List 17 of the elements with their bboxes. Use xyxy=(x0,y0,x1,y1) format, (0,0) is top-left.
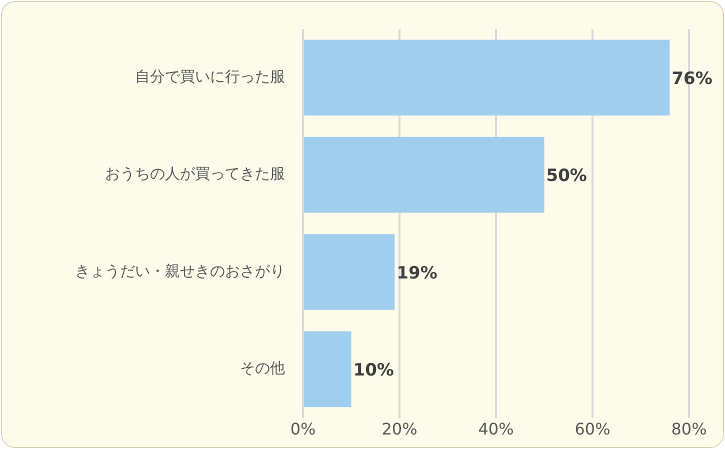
y-tick-label: きょうだい・親せきのおさがり xyxy=(75,262,285,280)
x-tick-label: 0% xyxy=(290,420,316,439)
data-label: 10% xyxy=(353,360,394,381)
bar xyxy=(304,234,395,310)
data-label: 19% xyxy=(396,263,438,284)
bar xyxy=(304,40,670,116)
data-label: 76% xyxy=(672,69,712,90)
x-tick-label: 60% xyxy=(574,420,610,439)
y-tick-label: 自分で買いに行った服 xyxy=(135,67,285,86)
bar xyxy=(304,136,544,213)
x-tick-label: 40% xyxy=(478,420,514,439)
y-tick-label: その他 xyxy=(240,359,285,378)
y-tick-label: おうちの人が買ってきた服 xyxy=(105,164,285,183)
data-label: 50% xyxy=(546,166,587,186)
bar xyxy=(304,331,352,408)
x-tick-label: 80% xyxy=(671,420,707,439)
x-tick-label: 20% xyxy=(382,420,418,439)
